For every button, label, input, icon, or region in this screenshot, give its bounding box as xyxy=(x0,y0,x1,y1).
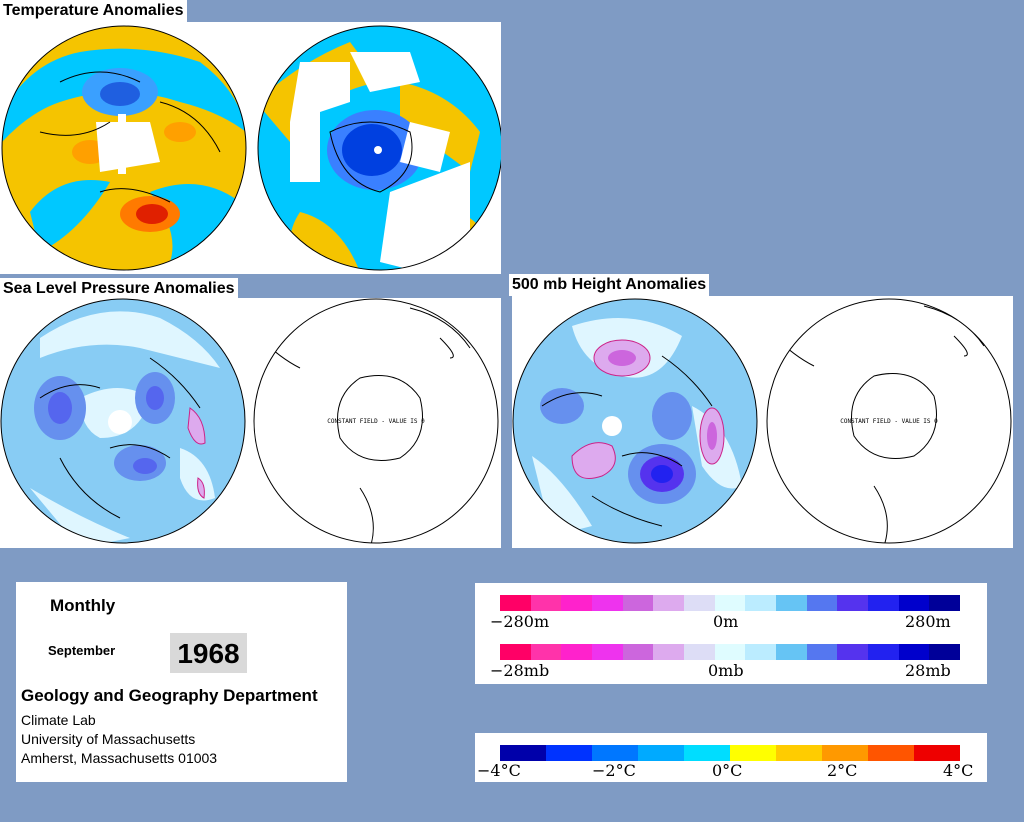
height-maps: CONSTANT FIELD - VALUE IS 0 xyxy=(512,298,1012,544)
slp-anomalies-title: Sea Level Pressure Anomalies xyxy=(0,278,238,300)
height-map-panel: CONSTANT FIELD - VALUE IS 0 xyxy=(512,296,1013,548)
colorbar-swatch xyxy=(929,595,961,611)
colorbar-swatch xyxy=(592,644,623,660)
temperature-map-panel xyxy=(0,22,501,274)
month-label: September xyxy=(48,643,116,658)
colorbar-swatch xyxy=(622,644,654,660)
lab-label: Climate Lab xyxy=(21,712,96,728)
colorbar-swatch xyxy=(714,595,746,611)
temperature-anomalies-title: Temperature Anomalies xyxy=(0,0,187,22)
colorbar-swatch xyxy=(730,745,776,761)
colorbar-swatch xyxy=(776,595,807,611)
colorbar-swatch xyxy=(745,644,777,660)
period-label: Monthly xyxy=(50,596,116,615)
department-label: Geology and Geography Department xyxy=(21,686,318,705)
colorbar-swatch xyxy=(546,745,592,761)
colorbar-swatch xyxy=(500,745,546,761)
colorbar-swatch xyxy=(653,595,685,611)
university-label: University of Massachusetts xyxy=(21,731,196,747)
address-label: Amherst, Massachusetts 01003 xyxy=(21,750,218,766)
pressure-legend-min: −28mb xyxy=(490,661,550,680)
temperature-colorbar xyxy=(500,745,960,761)
colorbar-swatch xyxy=(868,595,899,611)
sh-slp-map xyxy=(259,307,471,543)
colorbar-swatch xyxy=(914,745,960,761)
temperature-legend-label: 4°C xyxy=(943,761,974,780)
height-colorbar xyxy=(500,595,961,611)
height-legend-max: 280m xyxy=(905,612,951,631)
slp-constant-field-label: CONSTANT FIELD - VALUE IS 0 xyxy=(327,418,425,425)
colorbar-swatch xyxy=(561,595,593,611)
colorbar-swatch xyxy=(929,644,961,660)
colorbar-swatch xyxy=(684,745,730,761)
colorbar-swatch xyxy=(500,595,531,611)
colorbar-swatch xyxy=(868,644,899,660)
colorbar-swatch xyxy=(592,595,623,611)
height-legend-min: −280m xyxy=(490,612,550,631)
colorbar-swatch xyxy=(684,644,715,660)
temperature-legend-label: 0°C xyxy=(712,761,743,780)
slp-maps: CONSTANT FIELD - VALUE IS 0 xyxy=(0,298,499,544)
temperature-legend: −4°C −2°C 0°C 2°C 4°C xyxy=(475,733,987,782)
height-legend-mid: 0m xyxy=(713,612,739,631)
height-constant-field-label: CONSTANT FIELD - VALUE IS 0 xyxy=(840,418,938,425)
colorbar-swatch xyxy=(592,745,638,761)
colorbar-swatch xyxy=(898,644,930,660)
colorbar-swatch xyxy=(653,644,685,660)
temperature-maps xyxy=(1,25,501,271)
anomaly-legend: −280m 0m 280m −28mb 0mb 28mb xyxy=(475,583,987,684)
pressure-legend-max: 28mb xyxy=(905,661,951,680)
colorbar-swatch xyxy=(868,745,914,761)
colorbar-swatch xyxy=(806,644,838,660)
colorbar-swatch xyxy=(822,745,868,761)
colorbar-swatch xyxy=(776,745,822,761)
slp-map-panel: CONSTANT FIELD - VALUE IS 0 xyxy=(0,298,501,548)
colorbar-swatch xyxy=(561,644,593,660)
colorbar-swatch xyxy=(714,644,746,660)
colorbar-swatch xyxy=(837,595,869,611)
nh-slp-map xyxy=(1,299,245,543)
colorbar-swatch xyxy=(622,595,654,611)
temperature-legend-label: −4°C xyxy=(477,761,521,780)
colorbar-swatch xyxy=(898,595,930,611)
colorbar-swatch xyxy=(776,644,807,660)
colorbar-swatch xyxy=(530,595,562,611)
pressure-legend-mid: 0mb xyxy=(708,661,744,680)
colorbar-swatch xyxy=(745,595,777,611)
year-label: 1968 xyxy=(170,633,247,673)
sh-temperature-map xyxy=(258,26,501,270)
pressure-colorbar xyxy=(500,644,961,660)
temperature-legend-label: −2°C xyxy=(592,761,636,780)
colorbar-swatch xyxy=(806,595,838,611)
colorbar-swatch xyxy=(500,644,531,660)
colorbar-swatch xyxy=(684,595,715,611)
temperature-legend-label: 2°C xyxy=(827,761,858,780)
colorbar-swatch xyxy=(837,644,869,660)
height-500mb-anomalies-title: 500 mb Height Anomalies xyxy=(509,274,710,296)
info-box: Monthly September 1968 Geology and Geogr… xyxy=(16,582,347,782)
colorbar-swatch xyxy=(638,745,684,761)
nh-temperature-map xyxy=(2,26,246,270)
colorbar-swatch xyxy=(530,644,562,660)
nh-height-map xyxy=(513,299,757,543)
